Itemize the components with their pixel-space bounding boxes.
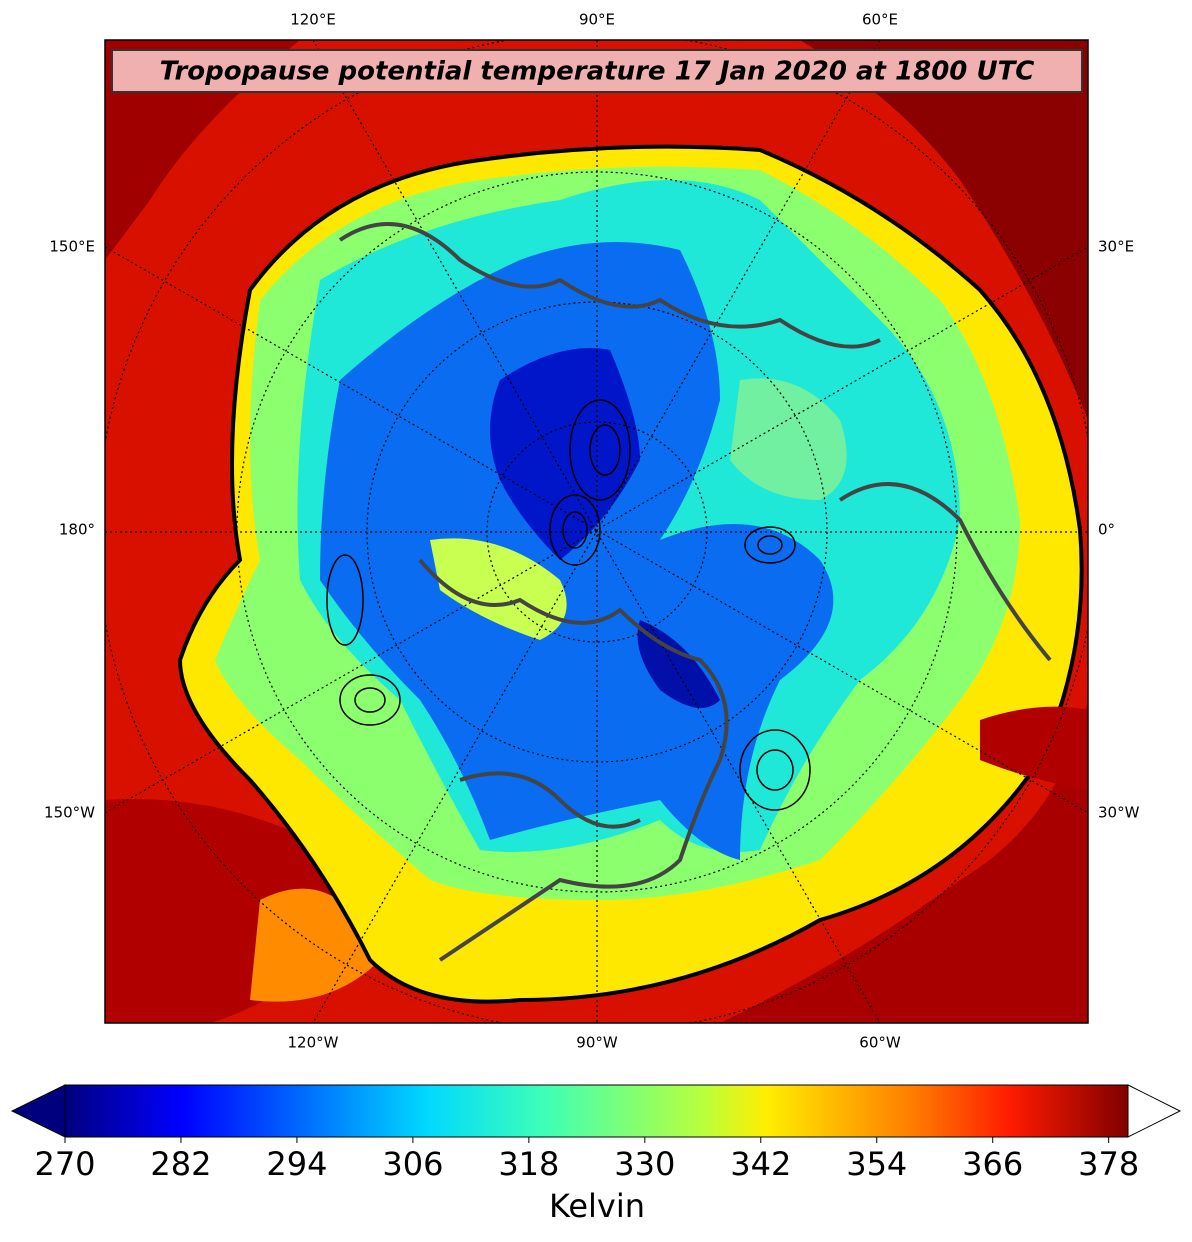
colorbar-tick-label: 354 <box>846 1145 907 1183</box>
region <box>430 538 567 640</box>
region <box>730 378 847 500</box>
lon-label: 90°W <box>576 1034 618 1052</box>
colorbar-tick-label: 378 <box>1078 1145 1139 1183</box>
region <box>490 348 640 560</box>
colorbar-extend-high <box>1127 1084 1182 1138</box>
region <box>105 40 300 260</box>
colorbar-ticks: 270 282 294 306 318 330 342 354 366 378 <box>34 1137 1139 1183</box>
coastlines <box>338 222 1052 962</box>
title: Tropopause potential temperature 17 Jan … <box>160 57 1035 87</box>
title-box <box>111 49 1083 93</box>
colorbar-tick-label: 270 <box>34 1145 95 1183</box>
colorbar-tick-label: 342 <box>730 1145 791 1183</box>
lon-label: 120°E <box>290 11 336 29</box>
colorbar: 270 282 294 306 318 330 342 354 366 378 Kelvin <box>10 1084 1182 1225</box>
map-labels: 120°E 90°E 60°E 120°W 90°W 60°W 150°E 180° 150°W… <box>44 11 1140 1052</box>
graticule <box>105 40 1088 1023</box>
map: Tropopause potential temperature 17 Jan … <box>105 40 1088 1023</box>
colorbar-tick-label: 318 <box>498 1145 559 1183</box>
colorbar-tick-label: 282 <box>150 1145 211 1183</box>
lon-label: 150°E <box>49 238 95 256</box>
region <box>800 40 1088 420</box>
lon-label: 60°W <box>859 1034 901 1052</box>
colorbar-bar <box>64 1084 1129 1138</box>
region <box>980 706 1088 790</box>
lon-label: 180° <box>59 521 95 539</box>
map-frame <box>104 39 1089 1024</box>
lon-label: 120°W <box>288 1034 339 1052</box>
colorbar-label: Kelvin <box>549 1187 645 1225</box>
lon-label: 30°E <box>1098 238 1134 256</box>
lon-label: 150°W <box>44 804 95 822</box>
lon-label: 60°E <box>862 11 898 29</box>
region <box>720 700 1088 1023</box>
lon-label: 30°W <box>1098 804 1140 822</box>
colorbar-extend-low <box>10 1084 66 1138</box>
colorbar-tick-label: 330 <box>614 1145 675 1183</box>
colorbar-tick-label: 294 <box>266 1145 327 1183</box>
lon-label: 90°E <box>579 11 615 29</box>
colorbar-tick-label: 306 <box>382 1145 443 1183</box>
lon-label: 0° <box>1098 521 1115 539</box>
colorbar-tick-label: 366 <box>962 1145 1023 1183</box>
